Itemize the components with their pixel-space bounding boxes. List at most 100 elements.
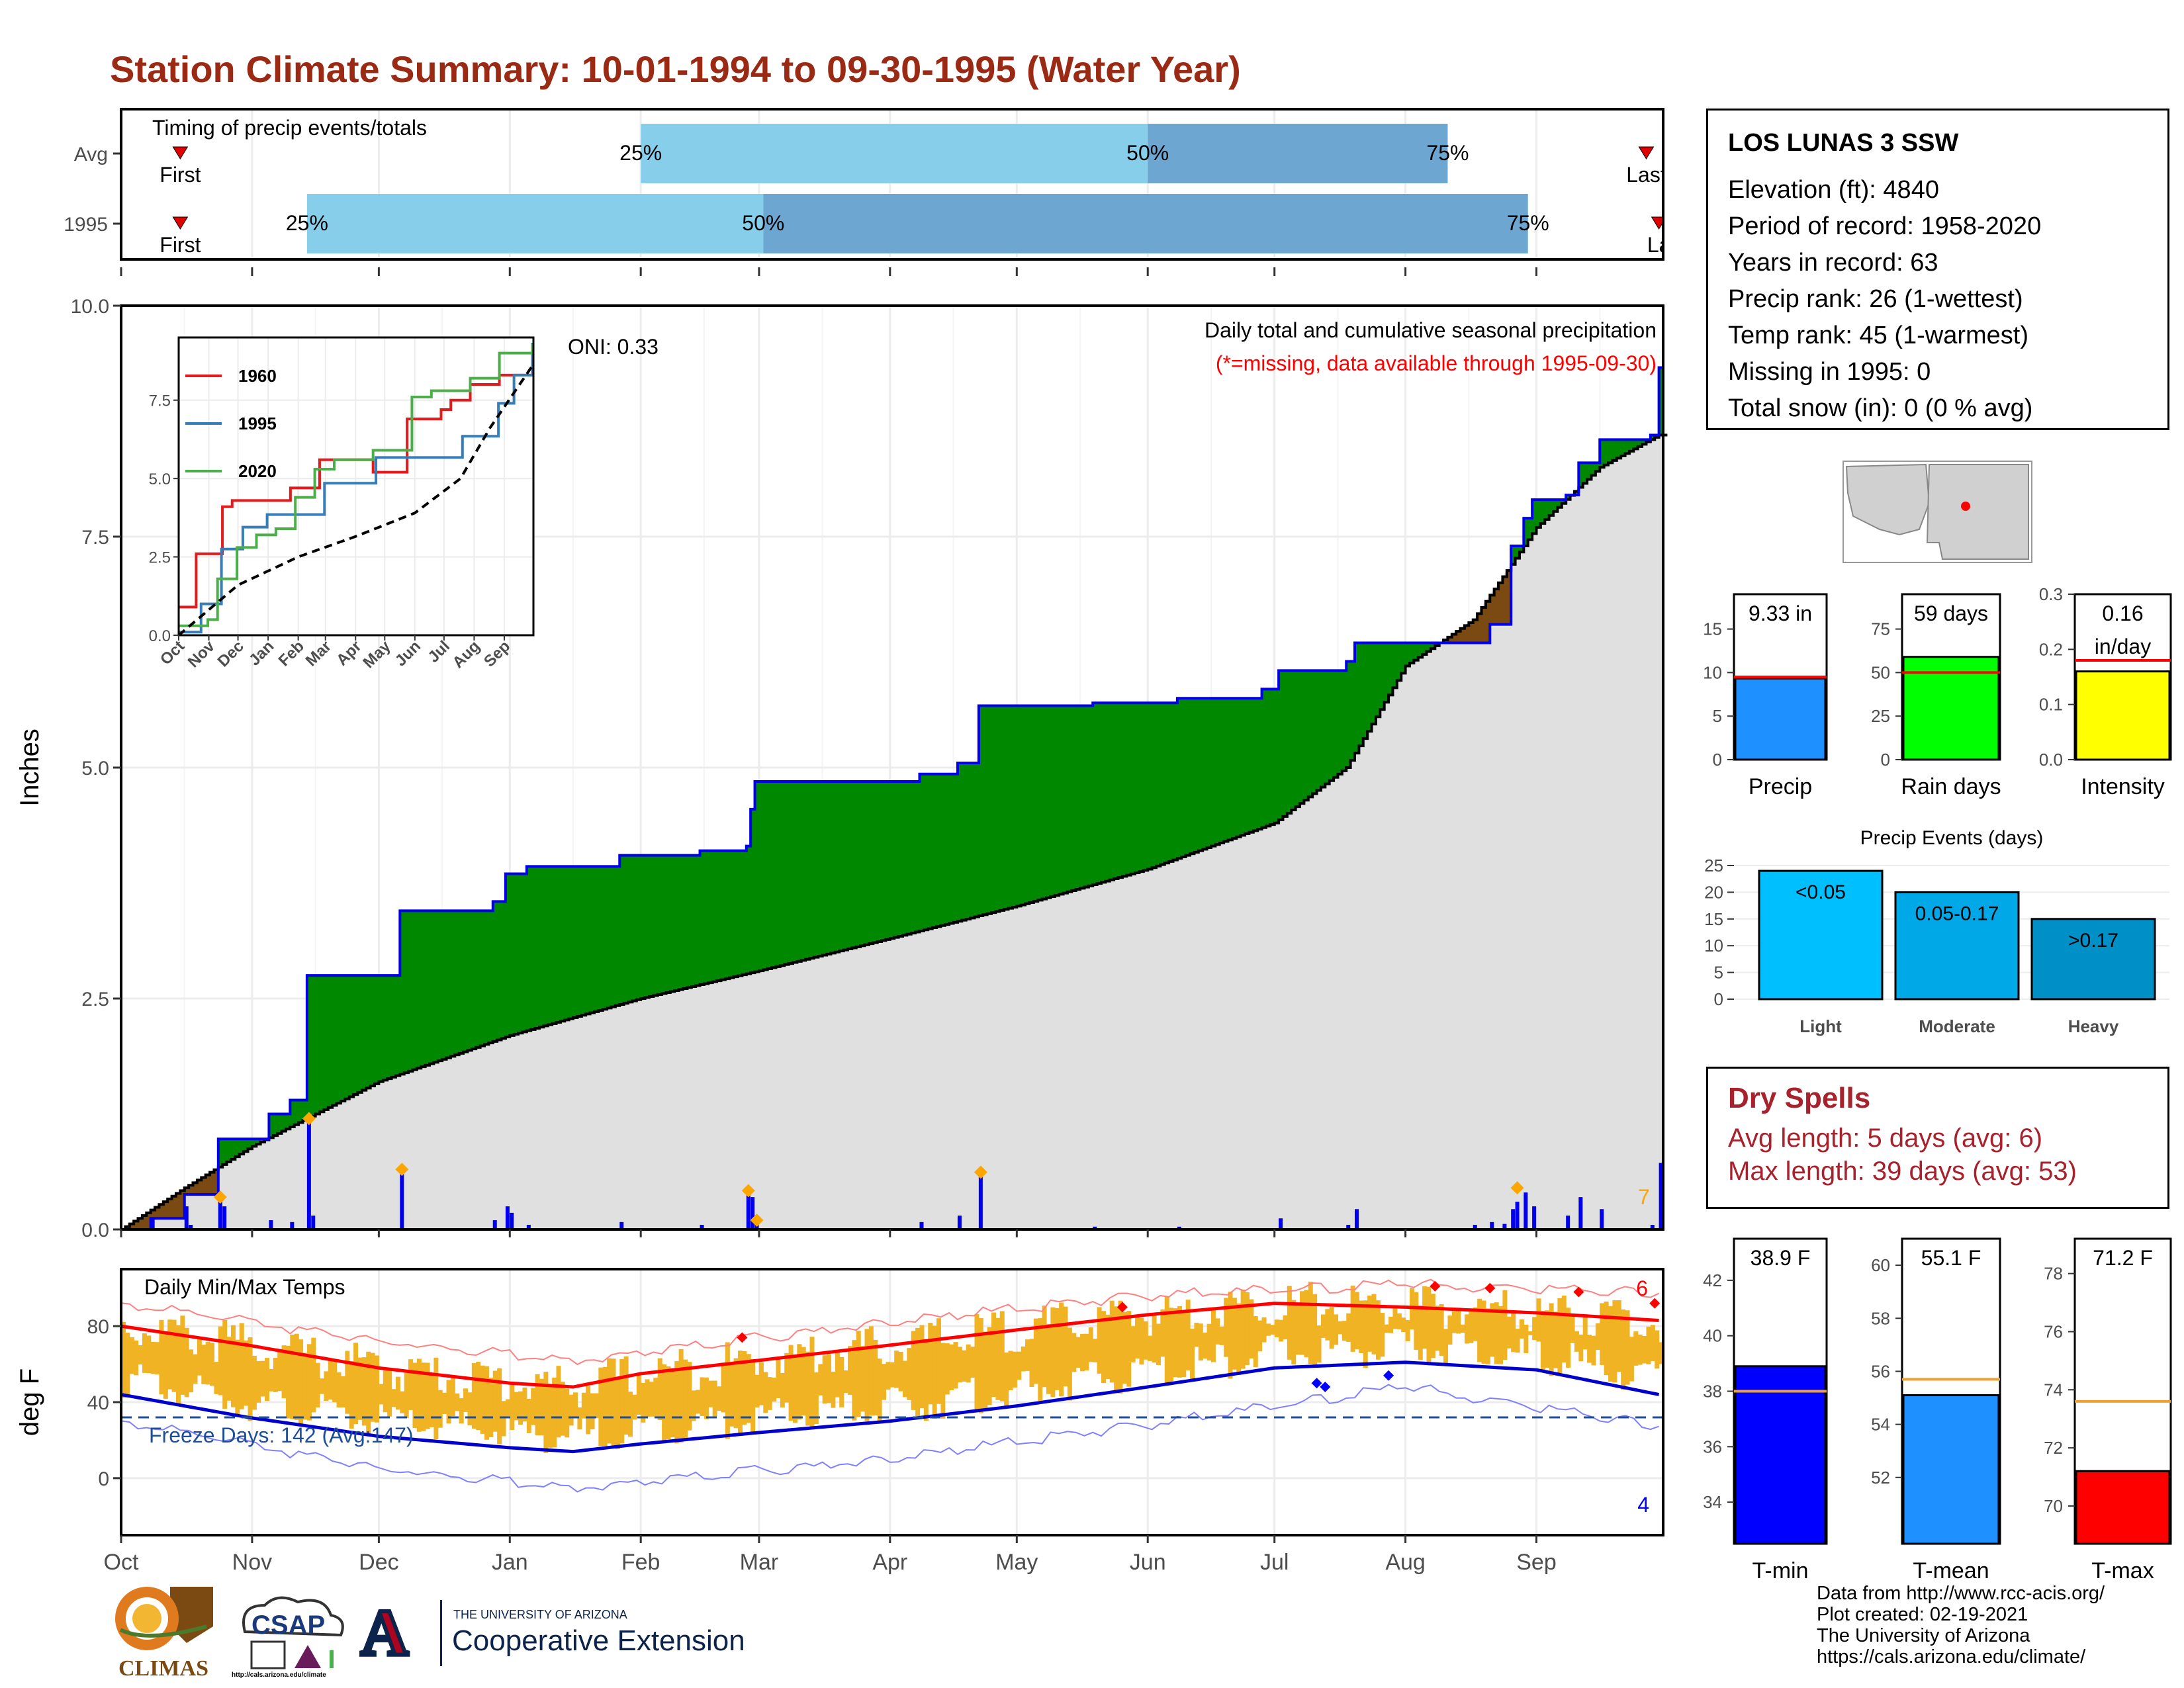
temp-daily-bar <box>899 1352 903 1392</box>
timing-row-label: 1995 <box>64 214 108 236</box>
temp-daily-bar <box>637 1374 641 1415</box>
precip-daily-bar <box>1516 1202 1520 1229</box>
oni-annotation: ONI: 0.33 <box>568 335 659 359</box>
timing-bar-50-75 <box>763 194 1527 253</box>
temp-daily-bar <box>805 1352 810 1426</box>
temp-daily-bar <box>615 1378 620 1449</box>
events-ytick-label: 15 <box>1704 909 1723 929</box>
precip-surplus-segment <box>573 866 578 1017</box>
temp-daily-bar <box>1570 1317 1575 1343</box>
temp-daily-bar <box>1541 1311 1545 1371</box>
temp-daily-bar <box>527 1399 531 1433</box>
temp-daily-bar <box>1283 1315 1287 1339</box>
precip-surplus-segment <box>433 911 438 1062</box>
temp-daily-bar <box>1418 1306 1423 1360</box>
temp-daily-bar <box>302 1353 307 1420</box>
precip-surplus-segment <box>1076 705 1081 889</box>
temp-daily-bar <box>1651 1325 1655 1361</box>
temp-daily-bar <box>345 1351 349 1414</box>
timing-first-label: First <box>159 233 201 257</box>
temp-daily-bar <box>273 1358 278 1392</box>
precip-surplus-segment <box>1148 703 1152 869</box>
precip-surplus-segment <box>1135 703 1140 873</box>
temp-daily-bar <box>1334 1314 1338 1345</box>
precip-surplus-segment <box>404 911 409 1073</box>
ua-logo-divider <box>440 1600 442 1666</box>
precip-surplus-segment <box>447 911 451 1057</box>
temp-daily-bar <box>357 1358 362 1420</box>
precip-daily-bar <box>1532 1206 1536 1229</box>
precip-surplus-segment <box>387 975 392 1079</box>
timing-title: Timing of precip events/totals <box>152 116 427 140</box>
precip-surplus-segment <box>1287 670 1292 813</box>
precip-daily-bar <box>751 1197 754 1229</box>
precip-surplus-segment <box>903 781 907 935</box>
precip-surplus-segment <box>295 1100 299 1125</box>
precip-surplus-segment <box>1380 643 1385 710</box>
temp-daily-bar <box>1452 1311 1457 1333</box>
summary-intensity-ytick-label: 0.3 <box>2039 584 2063 604</box>
precip-surplus-segment <box>1165 703 1169 863</box>
precip-surplus-segment <box>869 781 874 944</box>
precip-surplus-segment <box>1270 689 1275 824</box>
temp-daily-bar <box>163 1332 168 1399</box>
precip-surplus-segment <box>658 856 662 995</box>
temp-daily-bar <box>1392 1308 1397 1329</box>
temp-daily-bar <box>332 1362 337 1402</box>
summary-precip-ytick-label: 15 <box>1703 619 1722 639</box>
precip-surplus-segment <box>1064 705 1068 893</box>
precip-surplus-segment <box>1110 703 1115 879</box>
temp-daily-bar <box>502 1401 506 1436</box>
precip-surplus-segment <box>983 705 987 914</box>
precip-corner-count: 7 <box>1638 1185 1650 1209</box>
precip-surplus-segment <box>1211 698 1216 846</box>
temp-daily-bar <box>218 1327 223 1396</box>
temp-daily-bar <box>1612 1300 1617 1382</box>
precip-surplus-segment <box>687 856 692 988</box>
precip-surplus-segment <box>966 763 971 919</box>
precip-surplus-segment <box>1249 698 1253 832</box>
temp-daily-bar <box>256 1361 261 1403</box>
precip-surplus-segment <box>451 911 455 1056</box>
precip-ytick-label: 0.0 <box>81 1220 109 1241</box>
precip-surplus-segment <box>1080 705 1085 888</box>
temp-daily-bar <box>991 1312 996 1397</box>
precip-surplus-segment <box>493 901 498 1041</box>
temp-daily-bar <box>1275 1319 1279 1337</box>
temp-daily-bar <box>692 1390 696 1421</box>
temp-daily-bar <box>497 1368 502 1444</box>
temp-daily-bar <box>708 1381 713 1407</box>
temp-freeze-label: Freeze Days: 142 (Avg:147) <box>149 1423 414 1447</box>
precip-surplus-segment <box>1241 698 1246 835</box>
precip-surplus-segment <box>1199 698 1203 850</box>
precip-daily-bar <box>1511 1209 1515 1229</box>
temp-summary-tmin-ytick-label: 34 <box>1703 1492 1722 1512</box>
station-total-snow: Total snow (in): 0 (0 % avg) <box>1728 390 2148 427</box>
precip-surplus-segment <box>899 781 903 936</box>
temp-daily-bar <box>1080 1334 1085 1371</box>
temp-daily-bar <box>1220 1327 1224 1345</box>
summary-rain-days-ytick-label: 75 <box>1871 619 1890 639</box>
temp-daily-bar <box>1367 1296 1372 1352</box>
temp-daily-bar <box>755 1375 760 1407</box>
precip-surplus-segment <box>565 866 569 1020</box>
precip-surplus-segment <box>1215 698 1220 844</box>
precip-surplus-segment <box>497 901 502 1040</box>
temp-daily-bar <box>244 1341 248 1406</box>
temp-daily-bar <box>662 1364 666 1443</box>
temp-daily-bar <box>366 1352 371 1435</box>
precip-surplus-segment <box>577 866 582 1016</box>
temp-daily-bar <box>185 1328 189 1398</box>
precip-ytick-label: 10.0 <box>71 296 109 318</box>
temp-daily-bar <box>598 1368 603 1446</box>
temp-daily-bar <box>400 1392 404 1413</box>
temp-daily-bar <box>776 1359 780 1398</box>
precip-surplus-segment <box>839 781 844 951</box>
temp-daily-bar <box>1165 1297 1169 1385</box>
precip-surplus-segment <box>345 975 349 1099</box>
temp-daily-bar <box>320 1378 324 1394</box>
precip-surplus-segment <box>974 763 979 917</box>
precip-surplus-segment <box>1013 705 1017 907</box>
temp-summary-tmin-ytick-label: 36 <box>1703 1437 1722 1456</box>
temp-daily-bar <box>387 1370 392 1416</box>
